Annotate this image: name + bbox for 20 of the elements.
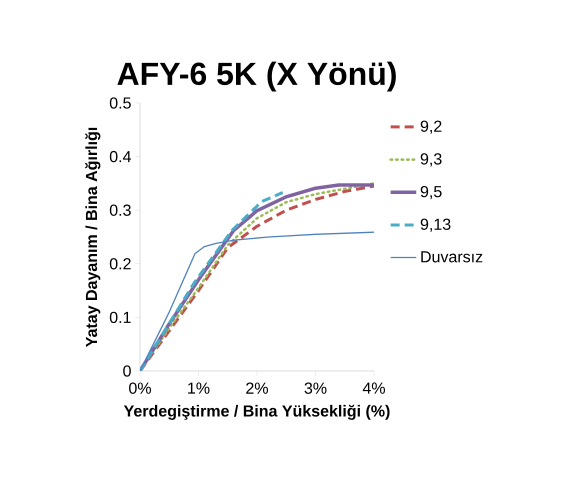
line-series — [140, 191, 284, 371]
x-tick-label: 1% — [188, 382, 210, 394]
chart-title: AFY-6 5K (X Yönü) — [117, 62, 396, 92]
legend-label: 9,13 — [420, 218, 450, 232]
x-axis-title: Yerdegiştirme / Bina Yüksekliği (%) — [124, 404, 390, 420]
y-tick-label: 0.3 — [110, 204, 131, 216]
legend-label: 9,3 — [420, 153, 442, 166]
y-tick-label: 0.2 — [110, 258, 131, 270]
x-tick-label: 3% — [304, 382, 326, 394]
y-tick-label: 0 — [123, 365, 131, 377]
y-tick-label: 0.5 — [110, 97, 131, 109]
x-tick-label: 0% — [129, 382, 151, 394]
legend-label: 9,5 — [420, 186, 442, 200]
y-tick-label: 0.4 — [110, 150, 131, 162]
y-axis-title: Yatay Dayanım / Bina Ağırlığı — [85, 128, 100, 347]
x-tick-label: 2% — [246, 382, 268, 394]
y-tick-label: 0.1 — [110, 312, 131, 324]
x-tick-label: 4% — [362, 382, 385, 394]
legend-label: Duvarsız — [421, 251, 482, 262]
legend-label: 9,2 — [420, 120, 442, 134]
